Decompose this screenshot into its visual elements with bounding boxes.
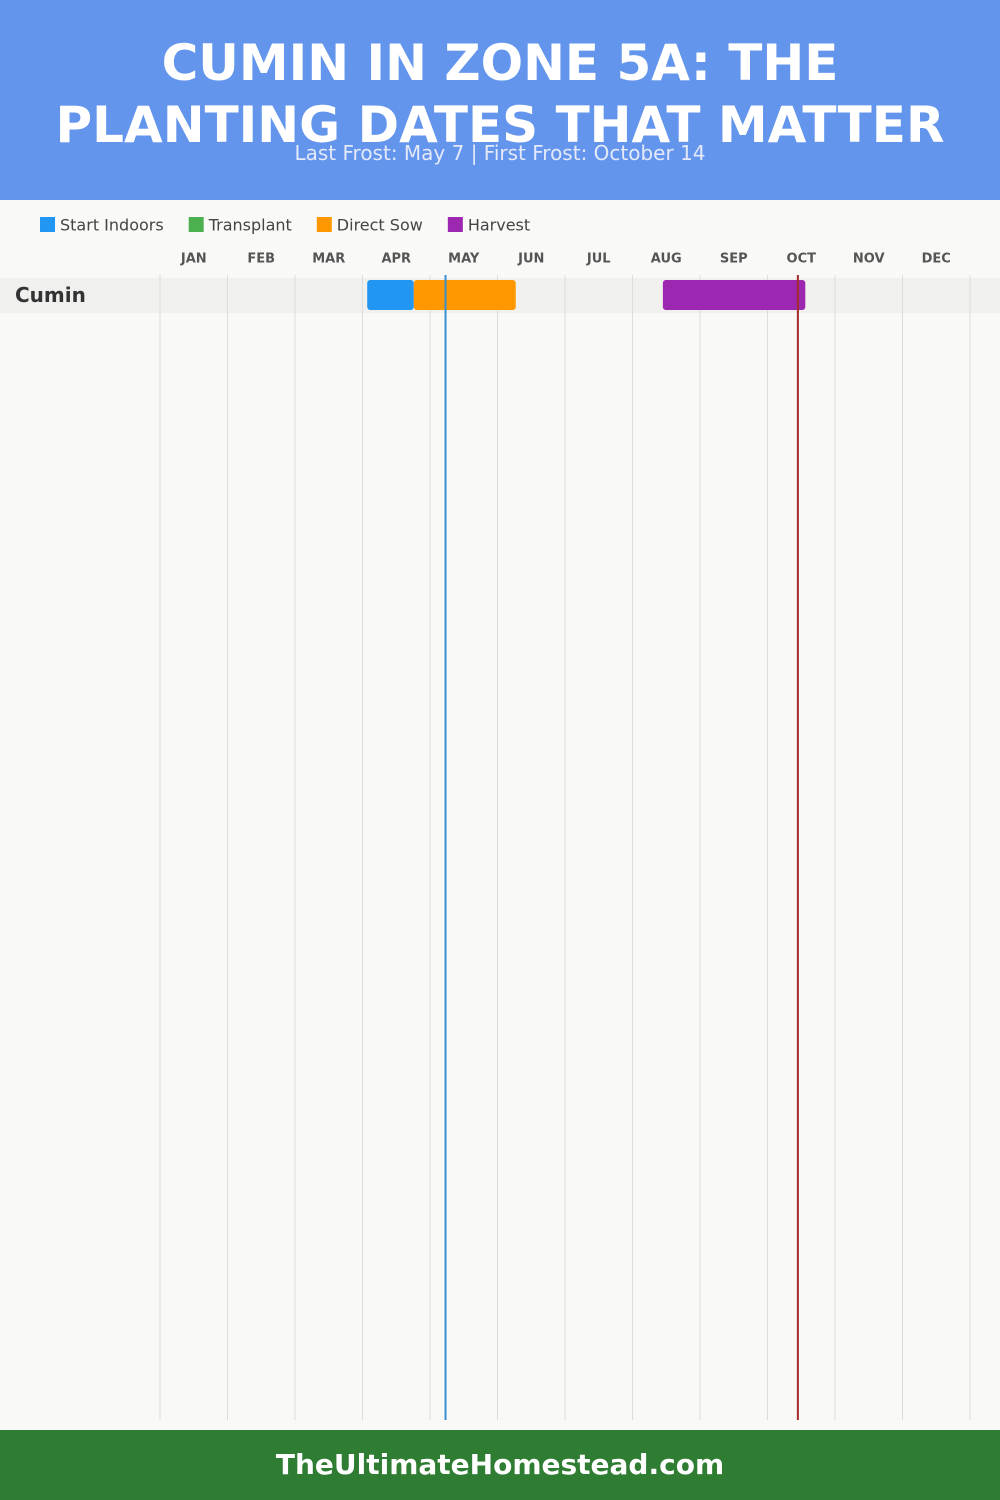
header: CUMIN IN ZONE 5A: THE PLANTING DATES THA… xyxy=(0,0,1000,200)
legend-swatch xyxy=(447,217,463,232)
legend-label: Harvest xyxy=(468,216,530,235)
month-label: JAN xyxy=(180,252,207,267)
month-label: JUL xyxy=(586,252,611,267)
legend-swatch xyxy=(40,217,55,232)
month-label: FEB xyxy=(247,252,275,267)
month-label: JUN xyxy=(517,252,544,267)
month-label: NOV xyxy=(853,252,885,267)
legend-label: Transplant xyxy=(208,216,292,235)
phase-bar xyxy=(367,280,414,310)
title: CUMIN IN ZONE 5A: THE PLANTING DATES THA… xyxy=(55,34,945,154)
month-label: APR xyxy=(381,252,411,267)
legend-swatch xyxy=(188,217,204,232)
legend-label: Direct Sow xyxy=(337,216,423,235)
row-label: Cumin xyxy=(15,283,86,307)
footer: TheUltimateHomestead.com xyxy=(0,1430,1000,1500)
legend-label: Start Indoors xyxy=(60,216,164,235)
phase-bar xyxy=(662,280,806,310)
month-label: OCT xyxy=(787,252,817,267)
month-label: MAY xyxy=(448,252,480,267)
month-label: SEP xyxy=(720,252,748,267)
month-label: DEC xyxy=(922,252,951,267)
month-label: MAR xyxy=(312,252,345,267)
month-label: AUG xyxy=(651,252,682,267)
subtitle: Last Frost: May 7 | First Frost: October… xyxy=(294,141,706,165)
legend-swatch xyxy=(316,217,332,232)
chart: Start Indoors Transplant Direct Sow Harvest… xyxy=(0,216,1000,1420)
phase-bar xyxy=(413,280,516,310)
